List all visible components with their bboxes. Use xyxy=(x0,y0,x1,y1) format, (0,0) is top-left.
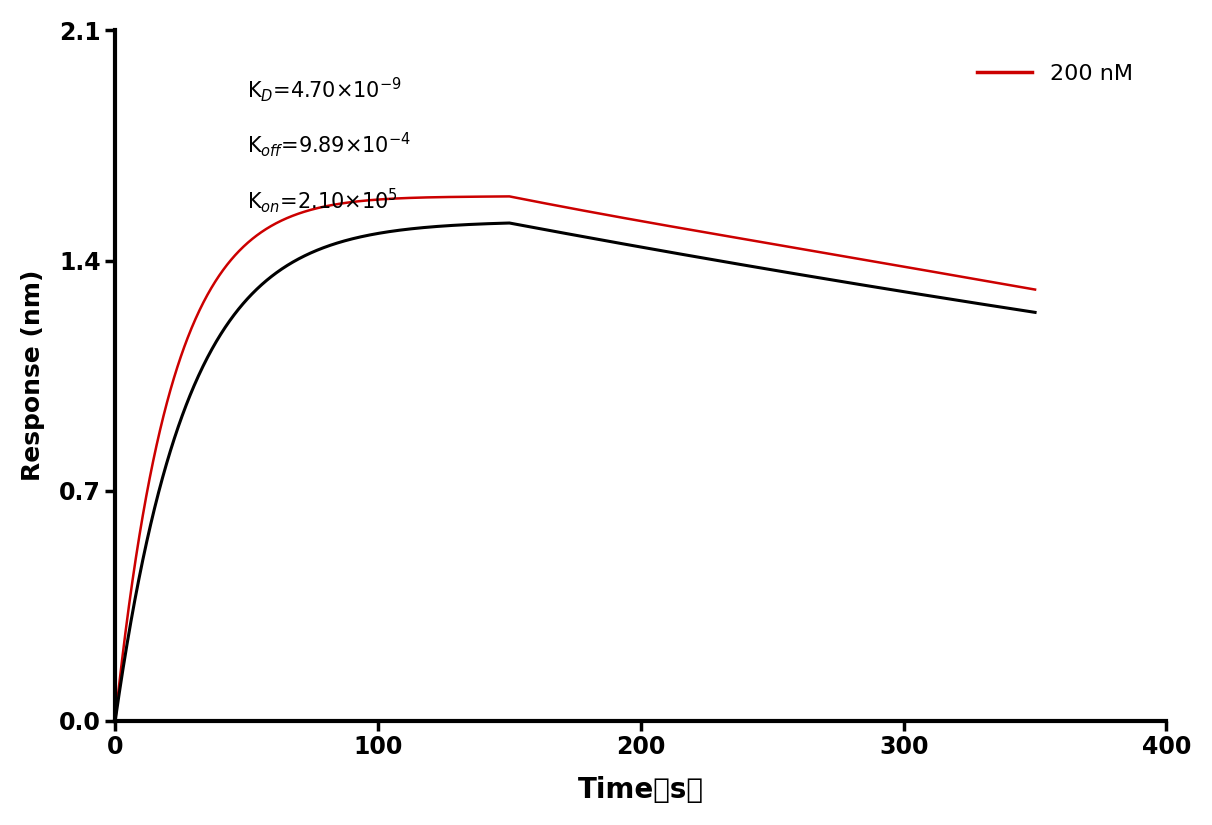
Text: K$_{off}$=9.89×10$^{-4}$: K$_{off}$=9.89×10$^{-4}$ xyxy=(246,130,411,159)
X-axis label: Time（s）: Time（s） xyxy=(578,776,704,804)
Line: 200 nM: 200 nM xyxy=(115,196,1035,721)
200 nM xyxy=(661,221,675,231)
Text: K$_{on}$=2.10×10$^{5}$: K$_{on}$=2.10×10$^{5}$ xyxy=(246,186,398,214)
200 nM xyxy=(131,537,145,547)
Legend: 200 nM: 200 nM xyxy=(955,41,1155,106)
200 nM xyxy=(611,212,625,222)
Text: K$_D$=4.70×10$^{-9}$: K$_D$=4.70×10$^{-9}$ xyxy=(246,75,401,104)
200 nM xyxy=(320,201,335,211)
200 nM xyxy=(1028,285,1042,295)
200 nM xyxy=(502,191,516,201)
200 nM xyxy=(779,242,794,252)
200 nM xyxy=(703,229,718,238)
200 nM xyxy=(108,716,122,726)
Y-axis label: Response (nm): Response (nm) xyxy=(21,270,45,481)
